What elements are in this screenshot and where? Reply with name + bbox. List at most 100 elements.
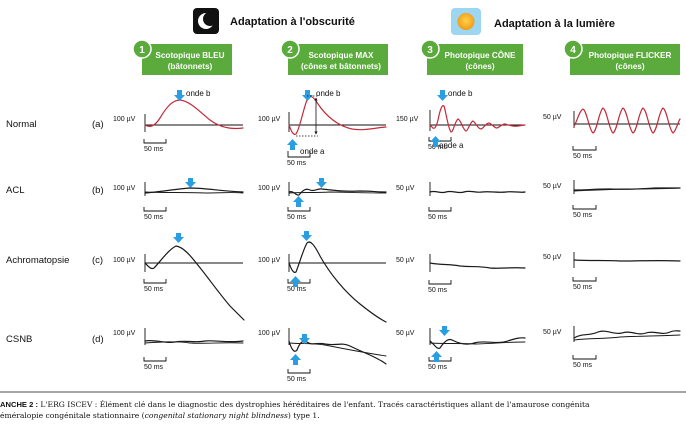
trace-normal-scotopic-blue [144,99,244,130]
trace-csnb-flicker-2 [573,334,681,341]
trace-acl-flicker-2 [573,187,681,192]
column-subtitle: (cônes) [615,62,644,71]
trace-acl-scotopic-blue-2 [144,191,244,194]
caption-label: ANCHE 2 : [0,400,38,409]
column-header-4: 4 Photopique FLICKER (cônes) [563,39,680,75]
row-label-csnb: CSNB (d) [6,334,104,345]
moon-icon [193,8,219,34]
column-header-2: 2 Scotopique MAX (cônes et bâtonnets) [280,39,388,75]
a-wave-arrow [290,354,301,365]
time-label: 50 ms [144,146,164,153]
b-wave-label: onde b [448,89,473,98]
time-label: 50 ms [573,284,593,291]
column-title: Photopique FLICKER [589,51,672,60]
time-label: 50 ms [287,160,307,167]
column-number: 1 [139,45,145,56]
a-wave-arrow [431,351,442,362]
column-header-3: 3 Photopique CÔNE (cônes) [420,39,523,75]
caption-line-1: ANCHE 2 : L'ERG ISCEV : Élément clé dans… [0,400,590,409]
baselines [145,123,680,264]
trace-acl-scotopic-blue [144,187,244,194]
column-title: Photopique CÔNE [445,49,516,60]
trace-csnb-scotopic-max-2 [288,342,387,357]
b-wave-arrow [437,90,448,101]
trace-achro-scotopic-blue [144,245,245,321]
a-wave-arrow [287,139,298,150]
column-subtitle: (bâtonnets) [168,62,213,71]
time-label: 50 ms [287,214,307,221]
a-wave-arrow [290,276,301,287]
blue-arrows [173,90,450,365]
b-wave-arrow [299,334,310,344]
row-label-normal: Normal (a) [6,119,104,130]
amp-label: 100 µV [113,330,136,337]
svg-text:(c): (c) [92,255,103,266]
svg-text:(b): (b) [92,185,104,196]
time-label: 50 ms [144,364,164,371]
trace-achro-scotopic-max [288,241,387,323]
amp-label: 100 µV [258,330,281,337]
wave-annotations: onde b onde b onde a onde b onde a [186,89,473,156]
scale-bars [143,110,597,374]
b-wave-arrow [301,231,312,241]
trace-csnb-photopic-cone-2 [429,341,526,345]
trace-acl-photopic-cone [429,190,526,194]
trace-normal-flicker [573,107,681,134]
time-label: 50 ms [428,287,448,294]
amp-label: 100 µV [258,185,281,192]
b-wave-arrow [174,90,185,101]
column-title: Scotopique MAX [308,51,374,60]
amplitude-labels: 100 µV 100 µV 150 µV 50 µV 100 µV 100 µV… [113,114,562,337]
trace-csnb-scotopic-max [288,340,387,365]
b-wave-arrow [185,178,196,188]
trace-achro-photopic-cone [429,262,526,269]
svg-text:Normal: Normal [6,119,37,130]
a-wave-arrow [293,196,304,207]
b-wave-arrow [439,326,450,336]
amp-label: 100 µV [113,185,136,192]
amp-label: 100 µV [258,116,281,123]
time-label: 50 ms [573,362,593,369]
row-label-achromatopsie: Achromatopsie (c) [6,255,103,266]
time-label: 50 ms [144,214,164,221]
svg-text:ACL: ACL [6,185,24,196]
amp-label: 150 µV [396,116,419,123]
amplitude-measure-marks [296,95,318,137]
time-label: 50 ms [428,364,448,371]
trace-normal-photopic-cone [429,105,526,133]
svg-text:(d): (d) [92,334,104,345]
b-wave-arrow [302,90,313,101]
trace-csnb-scotopic-blue-2 [144,341,244,344]
amp-label: 50 µV [543,254,562,261]
a-wave-label: onde a [439,141,464,150]
light-adaptation-label: Adaptation à la lumière [494,18,615,30]
trace-csnb-flicker [573,330,681,339]
column-title: Scotopique BLEU [155,51,224,60]
amp-label: 50 µV [543,183,562,190]
time-label: 50 ms [573,212,593,219]
a-wave-arrow [430,136,441,147]
erg-traces [144,95,681,365]
sun-icon [451,8,481,35]
dark-adaptation-label: Adaptation à l'obscurité [230,16,355,28]
time-label: 50 ms [573,153,593,160]
time-label: 50 ms [144,286,164,293]
column-number: 2 [287,45,293,56]
amp-label: 100 µV [113,257,136,264]
time-label: 50 ms [428,214,448,221]
trace-csnb-scotopic-blue [144,339,244,344]
svg-text:CSNB: CSNB [6,334,32,345]
trace-acl-scotopic-max [288,188,387,196]
amp-label: 50 µV [543,329,562,336]
amp-label: 100 µV [113,116,136,123]
amp-label: 50 µV [543,114,562,121]
amp-label: 100 µV [258,257,281,264]
amp-label: 50 µV [396,185,415,192]
column-number: 3 [427,45,433,56]
a-wave-label: onde a [300,147,325,156]
figure-caption: ANCHE 2 : L'ERG ISCEV : Élément clé dans… [0,399,686,421]
b-wave-label: onde b [186,89,211,98]
b-wave-arrow [316,178,327,188]
trace-acl-scotopic-max-2 [288,191,387,194]
